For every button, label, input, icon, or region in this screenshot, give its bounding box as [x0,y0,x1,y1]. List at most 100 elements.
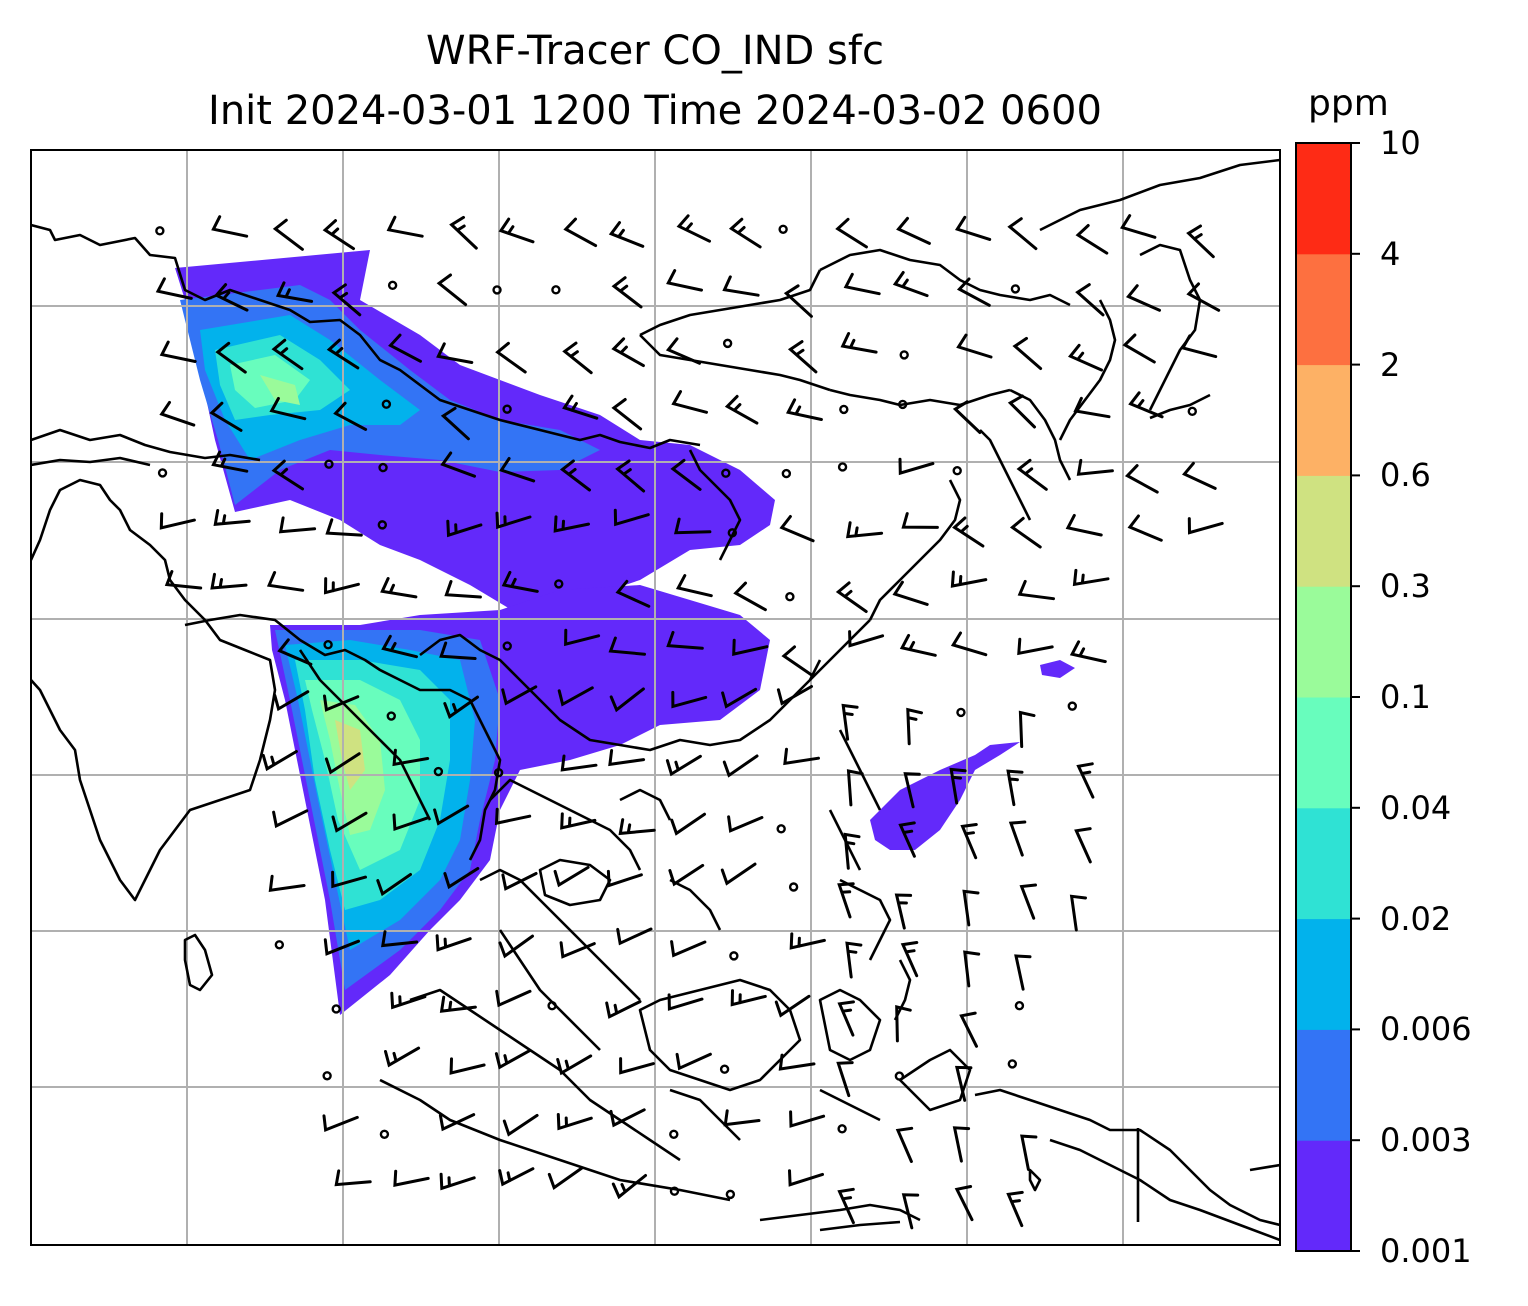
wind-barb [837,882,855,919]
wind-barb [334,1169,372,1187]
wind-barb [668,863,705,887]
wind-barb [1012,336,1043,370]
calm-wind-marker [502,641,512,651]
calm-wind-marker [331,1004,341,1014]
wind-barb [381,930,419,948]
wind-barb [665,754,702,777]
calm-wind-marker [1067,701,1078,711]
wind-barb [956,333,993,359]
wind-barb [440,451,476,478]
chart-title-line2: Init 2024-03-01 1200 Time 2024-03-02 060… [208,88,1102,134]
wind-barb [783,284,813,318]
wind-barb [556,1054,593,1076]
wind-barb [894,893,913,930]
wind-barb [673,517,712,535]
colorbar-segment [1296,697,1351,809]
wind-barb [501,872,538,891]
calm-wind-marker [493,767,504,778]
wind-barb [556,1113,593,1131]
wind-barb [324,752,361,775]
wind-barb [730,989,767,1007]
wind-barb [494,1049,531,1070]
wind-barb [1068,343,1103,372]
wind-barb [728,217,762,249]
colorbar-segment [1296,1140,1351,1252]
calm-wind-marker [1014,1001,1025,1011]
calm-wind-marker [837,462,848,472]
colorbar-tick-label: 0.3 [1380,567,1431,606]
calm-wind-marker [1187,406,1197,417]
wind-barb [443,867,480,890]
wind-barb [608,221,645,248]
wind-barb [323,577,360,595]
wind-barb [732,638,769,656]
wind-barb [1017,579,1055,601]
calm-wind-marker [377,520,388,530]
wind-barb [392,748,430,767]
tracer-field-north [175,250,775,615]
wind-barb [611,276,643,309]
wind-barb [261,750,298,772]
wind-barb [326,338,360,370]
wind-barb [952,516,985,548]
wind-barb [789,932,826,950]
colorbar-segment [1296,586,1351,698]
colorbar-segment [1296,253,1351,366]
wind-barb [615,579,651,608]
wind-barb [323,938,360,956]
wind-barb [159,512,196,530]
wind-barb [779,515,815,543]
calm-wind-marker [837,1124,847,1134]
wind-barb [562,341,593,375]
wind-barb [269,397,307,421]
colorbar-segment [1296,807,1351,920]
wind-barb [615,459,646,493]
wind-barb [553,515,590,533]
wind-barb [671,390,708,414]
wind-barb [606,869,643,888]
wind-barb [1122,333,1156,364]
wind-barb [727,815,764,833]
wind-barb [444,580,482,599]
wind-barb [896,216,931,245]
wind-barb [553,865,590,888]
wind-barb [1187,517,1224,535]
wind-barb [670,458,702,491]
wind-barb [952,1126,971,1163]
wind-barb [608,636,646,656]
wind-barb [502,1113,539,1137]
wind-barb [1186,282,1221,312]
wind-barb [272,218,304,251]
calm-wind-marker [897,399,908,410]
wind-barb [164,570,203,590]
wind-barb [560,754,598,772]
wind-barb [271,338,304,371]
wind-barb [559,941,596,959]
calm-wind-marker [323,640,333,650]
colorbar-tick-label: 2 [1380,345,1401,384]
wind-barb [380,577,418,599]
tracer-field-south [270,585,770,1015]
calm-wind-marker [776,824,786,834]
wind-barb [843,272,881,296]
colorbar-tick-label: 0.1 [1380,678,1431,716]
wind-barb [384,1046,421,1068]
wind-barb [609,687,645,713]
wind-barb [1076,458,1114,476]
wind-barb [906,707,923,746]
wind-barb [1007,394,1036,429]
calm-wind-marker [324,459,334,469]
calm-wind-marker [157,468,168,478]
wind-barb [495,989,532,1008]
wind-barb [331,811,368,833]
wind-barb [898,821,916,858]
calm-wind-marker [492,285,502,295]
wind-barb [721,687,758,709]
calm-wind-marker [785,592,795,602]
coastlines [31,158,1280,1242]
wind-barb [211,450,249,473]
wind-barb [901,1193,920,1230]
wind-barb [892,271,929,298]
wind-barb [386,215,424,238]
calm-wind-marker [381,399,392,409]
